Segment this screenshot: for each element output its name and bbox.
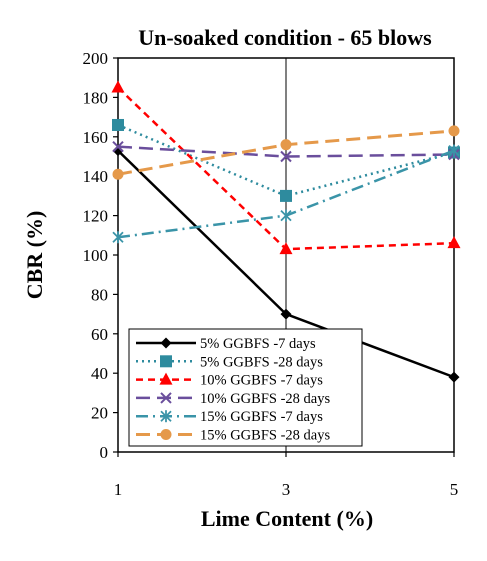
data-point	[280, 139, 292, 151]
legend-marker	[160, 410, 172, 423]
x-tick-label: 5	[450, 480, 459, 499]
y-tick-label: 160	[83, 128, 109, 147]
y-tick-label: 40	[91, 364, 108, 383]
y-axis-ticks: 0 20 40 60 80 100 120 140 160 180 200	[83, 49, 118, 462]
legend-label: 10% GGBFS -28 days	[200, 391, 330, 407]
legend-entry: 5% GGBFS -7 days	[136, 336, 316, 352]
legend-entry: 10% GGBFS -7 days	[136, 372, 323, 389]
legend-entry: 5% GGBFS -28 days	[136, 354, 323, 370]
data-point	[112, 118, 124, 131]
y-tick-label: 0	[100, 443, 109, 462]
data-point	[448, 144, 460, 157]
data-point	[112, 140, 124, 153]
x-tick-label: 3	[282, 480, 291, 499]
y-axis-label: CBR (%)	[22, 211, 47, 300]
series-lines	[111, 80, 461, 383]
series-line	[117, 123, 455, 198]
y-tick-label: 80	[91, 285, 108, 304]
legend-box	[128, 328, 363, 447]
legend-marker	[160, 337, 172, 349]
y-tick-label: 140	[83, 167, 109, 186]
data-point	[280, 209, 292, 222]
y-tick-label: 200	[83, 49, 109, 68]
x-tick-label: 1	[114, 480, 123, 499]
legend-label: 5% GGBFS -7 days	[200, 336, 316, 352]
y-tick-label: 20	[91, 404, 108, 423]
legend-label: 15% GGBFS -7 days	[200, 409, 323, 425]
legend: 5% GGBFS -7 days 5% GGBFS -28 days 10% GGB…	[128, 328, 363, 447]
data-point	[280, 150, 292, 163]
legend-label: 5% GGBFS -28 days	[200, 354, 323, 370]
legend-label: 15% GGBFS -28 days	[200, 428, 330, 444]
series-6	[112, 125, 460, 180]
legend-entry: 15% GGBFS -7 days	[136, 409, 323, 425]
legend-entry: 15% GGBFS -28 days	[136, 428, 330, 444]
legend-entry: 10% GGBFS -28 days	[136, 391, 330, 407]
y-tick-label: 100	[83, 246, 109, 265]
data-point	[279, 242, 293, 255]
data-point	[448, 371, 460, 383]
legend-marker	[160, 429, 172, 440]
legend-label: 10% GGBFS -7 days	[200, 373, 323, 389]
data-point	[448, 125, 460, 137]
y-tick-label: 180	[83, 88, 109, 107]
data-point	[280, 308, 292, 320]
x-axis-ticks: 1 3 5	[114, 452, 459, 499]
legend-marker	[160, 392, 172, 404]
legend-marker	[160, 355, 172, 368]
data-point	[447, 236, 461, 249]
chart-title: Un-soaked condition - 65 blows	[138, 25, 432, 50]
data-point	[112, 231, 124, 244]
legend-marker	[159, 372, 173, 385]
data-point	[112, 168, 124, 180]
x-axis-label: Lime Content (%)	[201, 506, 373, 531]
data-point	[111, 80, 125, 93]
y-tick-label: 60	[91, 325, 108, 344]
series-5	[112, 144, 460, 244]
series-3	[111, 80, 461, 255]
y-tick-label: 120	[83, 207, 109, 226]
data-point	[280, 189, 292, 202]
